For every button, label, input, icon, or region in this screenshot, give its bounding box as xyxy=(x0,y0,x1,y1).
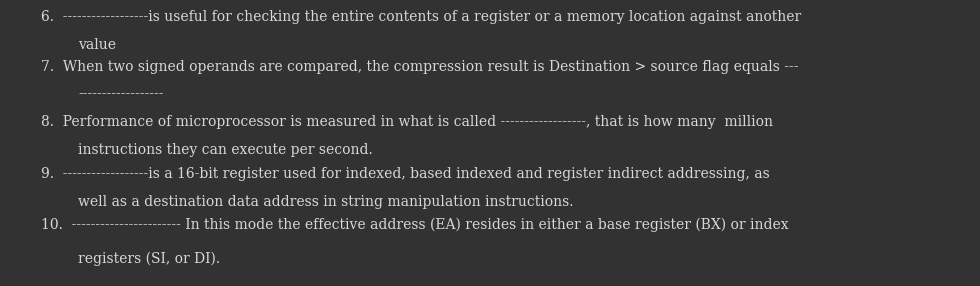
Text: value: value xyxy=(78,38,117,52)
Text: 8.  Performance of microprocessor is measured in what is called ----------------: 8. Performance of microprocessor is meas… xyxy=(41,115,773,129)
Text: instructions they can execute per second.: instructions they can execute per second… xyxy=(78,143,373,157)
Text: well as a destination data address in string manipulation instructions.: well as a destination data address in st… xyxy=(78,195,574,209)
Text: registers (SI, or DI).: registers (SI, or DI). xyxy=(78,252,221,266)
Text: 7.  When two signed operands are compared, the compression result is Destination: 7. When two signed operands are compared… xyxy=(41,60,799,74)
Text: 10.  ----------------------- In this mode the effective address (EA) resides in : 10. ----------------------- In this mode… xyxy=(41,218,789,233)
Text: 6.  ------------------is useful for checking the entire contents of a register o: 6. ------------------is useful for check… xyxy=(41,10,802,24)
Text: ------------------: ------------------ xyxy=(78,87,164,101)
Text: 9.  ------------------is a 16-bit register used for indexed, based indexed and r: 9. ------------------is a 16-bit registe… xyxy=(41,167,770,181)
